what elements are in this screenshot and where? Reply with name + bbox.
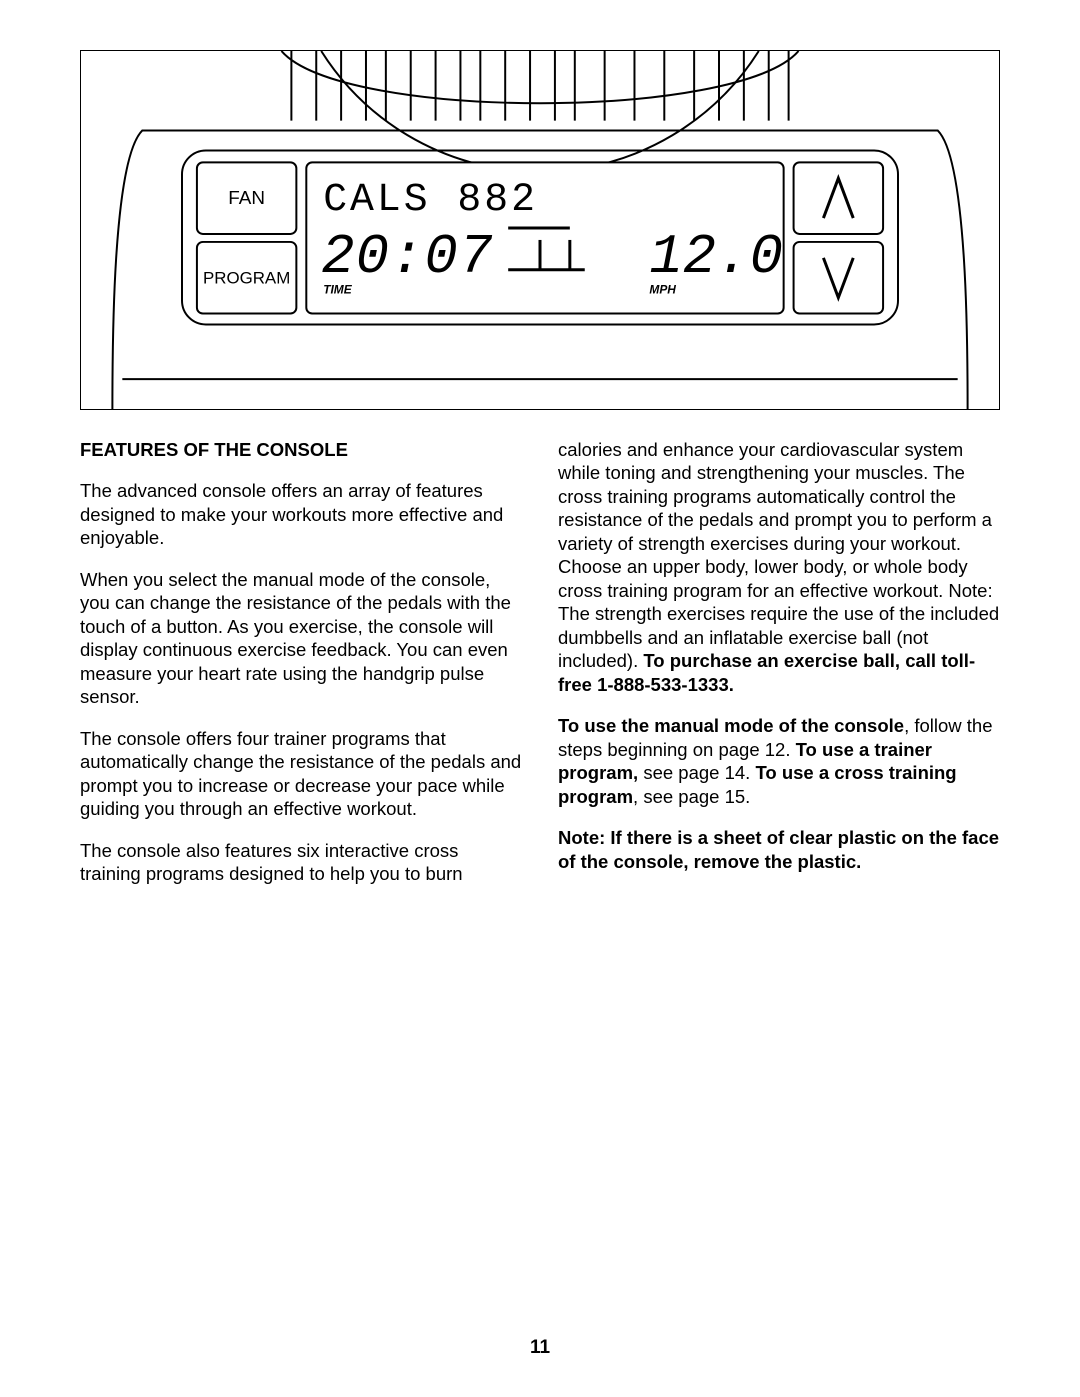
paragraph-note: Note: If there is a sheet of clear plast… [558,826,1000,873]
body-text: FEATURES OF THE CONSOLE The advanced con… [80,438,1000,889]
lcd-top-line: CALS 882 [323,177,538,222]
section-heading: FEATURES OF THE CONSOLE [80,438,522,461]
manual-page: FAN PROGRAM CALS 882 20:07 12.0 TIME MPH [0,0,1080,1397]
paragraph: The advanced console offers an array of … [80,479,522,549]
up-button[interactable] [794,162,884,234]
text-run-bold: To use the manual mode of the console [558,715,904,736]
console-illustration: FAN PROGRAM CALS 882 20:07 12.0 TIME MPH [80,50,1000,410]
fan-button-label: FAN [228,188,265,209]
lcd-mph-label: MPH [649,283,676,297]
down-button[interactable] [794,242,884,314]
lcd-time-label: TIME [323,283,353,297]
text-run: see page 14. [638,762,755,783]
paragraph: The console offers four trainer programs… [80,727,522,821]
paragraph: When you select the manual mode of the c… [80,568,522,709]
console-svg: FAN PROGRAM CALS 882 20:07 12.0 TIME MPH [81,51,999,409]
program-button-label: PROGRAM [203,269,290,288]
text-run: , see page 15. [633,786,750,807]
page-number: 11 [0,1337,1080,1359]
lcd-mph-value: 12.0 [649,226,783,289]
lcd-time-value: 20:07 [321,226,493,289]
paragraph: To use the manual mode of the console, f… [558,714,1000,808]
